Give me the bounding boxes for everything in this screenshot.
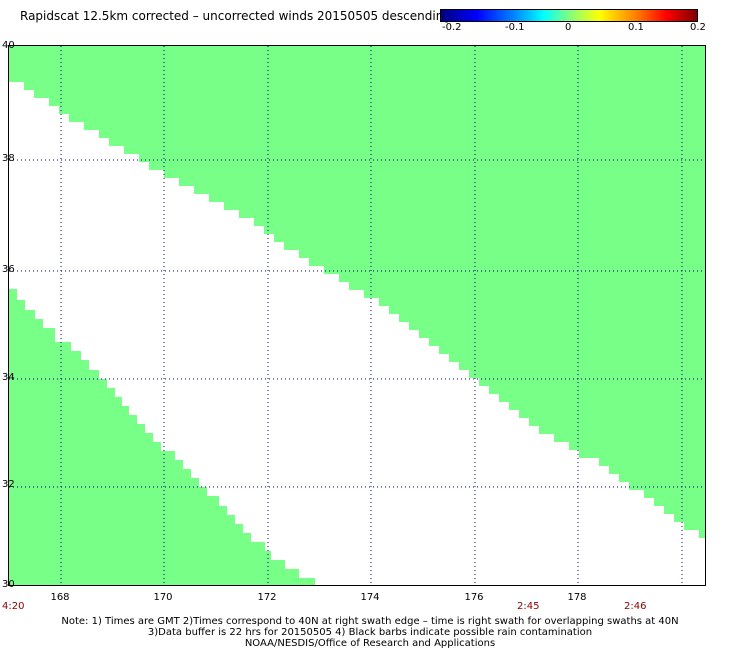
colorbar-tick-label: -0.1 [505, 22, 525, 33]
swath-time-label: 2:45 [517, 601, 540, 612]
lat-label: 34 [2, 372, 15, 383]
footnote-line: NOAA/NESDIS/Office of Research and Appli… [244, 638, 496, 649]
lon-label: 176 [464, 592, 484, 603]
swath-region-southwest [9, 289, 315, 585]
grid-lines [9, 46, 705, 585]
colorbar-tick-label: 0 [565, 22, 572, 33]
footnote-line: Note: 1) Times are GMT 2)Times correspon… [61, 616, 679, 627]
lon-label: 178 [567, 592, 587, 603]
colorbar-tick-label: 0.2 [690, 22, 706, 33]
lat-label: 38 [2, 153, 15, 164]
lat-label: 32 [2, 479, 15, 490]
swath-map [9, 46, 705, 585]
colorbar-tick-label: -0.2 [442, 22, 462, 33]
lon-label: 170 [153, 592, 173, 603]
swath-cell [91, 562, 99, 570]
colorbar-tick-label: 0.1 [628, 22, 644, 33]
lon-label: 168 [50, 592, 70, 603]
lon-label: 174 [360, 592, 380, 603]
swath-time-label: 4:20 [2, 601, 25, 612]
lat-label: 36 [2, 264, 15, 275]
lon-label: 172 [257, 592, 277, 603]
swath-cell [607, 253, 615, 261]
lat-label: 40 [2, 40, 15, 51]
map-title: Rapidscat 12.5km corrected – uncorrected… [20, 9, 451, 23]
footnote-line: 3)Data buffer is 22 hrs for 20150505 4) … [147, 627, 593, 638]
lat-label: 30 [2, 579, 15, 590]
map-plot-area [8, 45, 706, 586]
swath-time-label: 2:46 [624, 601, 647, 612]
swath-region-northeast [9, 46, 705, 538]
colorbar [440, 9, 698, 22]
swath-cell [695, 235, 703, 243]
